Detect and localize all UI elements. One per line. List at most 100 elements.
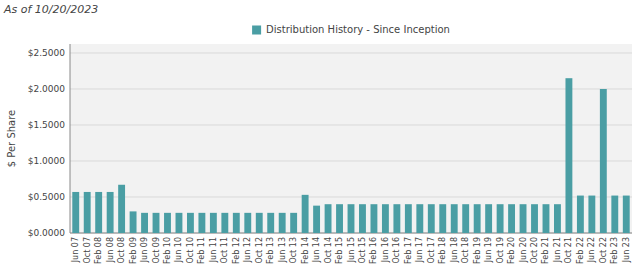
x-tick-label: Feb 10 bbox=[163, 237, 172, 264]
plot-background bbox=[70, 44, 632, 233]
bar bbox=[210, 213, 217, 233]
y-axis-line bbox=[70, 44, 71, 233]
bar bbox=[325, 204, 332, 233]
x-tick-label: Oct 12 bbox=[255, 237, 264, 264]
grid-line bbox=[70, 53, 632, 54]
bar bbox=[600, 89, 607, 233]
x-tick-label: Jun 22 bbox=[587, 237, 596, 263]
legend-label: Distribution History - Since Inception bbox=[266, 24, 450, 35]
bar bbox=[611, 196, 618, 233]
bar bbox=[577, 196, 584, 233]
bar bbox=[187, 213, 194, 233]
x-tick-label: Feb 12 bbox=[232, 237, 241, 264]
x-tick-label: Oct 19 bbox=[496, 237, 505, 264]
bar bbox=[221, 213, 228, 233]
bar bbox=[531, 204, 538, 233]
x-tick-label: Jun 19 bbox=[484, 237, 493, 263]
bar bbox=[439, 204, 446, 233]
y-tick-label: $2.0000 bbox=[28, 84, 65, 94]
x-tick-label: Oct 10 bbox=[186, 237, 195, 264]
x-tick-label: Feb 21 bbox=[541, 237, 550, 264]
title: As of 10/20/2023 bbox=[3, 3, 98, 16]
y-axis-label: $ Per Share bbox=[6, 110, 17, 168]
chart-svg: $0.0000$0.5000$1.0000$1.5000$2.0000$2.50… bbox=[0, 0, 640, 273]
bar bbox=[588, 196, 595, 233]
bar bbox=[313, 206, 320, 233]
bar bbox=[520, 204, 527, 233]
x-tick-label: Feb 14 bbox=[301, 237, 310, 264]
bar bbox=[141, 213, 148, 233]
x-tick-label: Oct 14 bbox=[324, 237, 333, 264]
bar bbox=[382, 204, 389, 233]
bar bbox=[565, 78, 572, 233]
x-tick-label: Jun 12 bbox=[243, 237, 252, 263]
bar bbox=[554, 204, 561, 233]
bar bbox=[72, 192, 79, 233]
x-tick-label: Feb 11 bbox=[197, 237, 206, 264]
bar bbox=[256, 213, 263, 233]
bar bbox=[244, 213, 251, 233]
bar bbox=[462, 204, 469, 233]
x-tick-label: Feb 18 bbox=[438, 237, 447, 264]
bar bbox=[198, 213, 205, 233]
x-tick-label: Jun 17 bbox=[415, 237, 424, 263]
x-tick-label: Feb 22 bbox=[576, 237, 585, 264]
bar bbox=[623, 196, 630, 233]
x-tick-label: Jun 07 bbox=[71, 237, 80, 263]
bar bbox=[474, 204, 481, 233]
x-tick-label: Oct 18 bbox=[461, 237, 470, 264]
legend-swatch bbox=[252, 26, 261, 35]
x-tick-label: Oct 13 bbox=[289, 237, 298, 264]
x-tick-label: Oct 09 bbox=[152, 237, 161, 264]
x-tick-label: Oct 07 bbox=[83, 237, 92, 264]
y-tick-label: $1.0000 bbox=[28, 156, 65, 166]
x-tick-label: Oct 17 bbox=[427, 237, 436, 264]
chart-container: $0.0000$0.5000$1.0000$1.5000$2.0000$2.50… bbox=[0, 0, 640, 273]
bar bbox=[416, 204, 423, 233]
y-tick-label: $0.0000 bbox=[28, 228, 65, 238]
y-tick-label: $1.5000 bbox=[28, 120, 65, 130]
x-tick-label: Jun 14 bbox=[312, 237, 321, 263]
bar bbox=[451, 204, 458, 233]
x-tick-label: Jun 13 bbox=[278, 237, 287, 263]
x-tick-label: Jun 08 bbox=[106, 237, 115, 263]
bar bbox=[543, 204, 550, 233]
y-tick-label: $2.5000 bbox=[28, 48, 65, 58]
bar bbox=[267, 213, 274, 233]
bar bbox=[84, 192, 91, 233]
bar bbox=[279, 213, 286, 233]
grid-line bbox=[70, 89, 632, 90]
x-tick-label: Feb 16 bbox=[369, 237, 378, 264]
x-tick-label: Jun 18 bbox=[450, 237, 459, 263]
x-tick-label: Jun 23 bbox=[622, 237, 631, 263]
bar bbox=[164, 213, 171, 233]
bar bbox=[359, 204, 366, 233]
grid-line bbox=[70, 125, 632, 126]
x-tick-label: Oct 08 bbox=[117, 237, 126, 264]
x-tick-label: Jun 16 bbox=[381, 237, 390, 263]
x-tick-label: Oct 20 bbox=[530, 237, 539, 264]
bar bbox=[336, 204, 343, 233]
x-tick-label: Jun 20 bbox=[519, 237, 528, 263]
x-tick-label: Feb 08 bbox=[94, 237, 103, 264]
x-tick-label: Jun 09 bbox=[140, 237, 149, 263]
x-tick-label: Oct 22 bbox=[599, 237, 608, 264]
bar bbox=[107, 192, 114, 233]
bar bbox=[393, 204, 400, 233]
bar bbox=[118, 185, 125, 233]
x-tick-label: Feb 15 bbox=[335, 237, 344, 264]
x-tick-label: Feb 09 bbox=[129, 237, 138, 264]
x-tick-label: Jun 21 bbox=[553, 237, 562, 263]
bar bbox=[95, 192, 102, 233]
x-tick-label: Oct 21 bbox=[564, 237, 573, 264]
bar bbox=[130, 211, 137, 233]
legend: Distribution History - Since Inception bbox=[252, 24, 450, 35]
bar bbox=[290, 213, 297, 233]
bar bbox=[405, 204, 412, 233]
x-tick-label: Jun 15 bbox=[347, 237, 356, 263]
x-tick-label: Feb 19 bbox=[473, 237, 482, 264]
grid-line bbox=[70, 197, 632, 198]
bar bbox=[153, 213, 160, 233]
bar bbox=[176, 213, 183, 233]
bars bbox=[72, 78, 629, 233]
